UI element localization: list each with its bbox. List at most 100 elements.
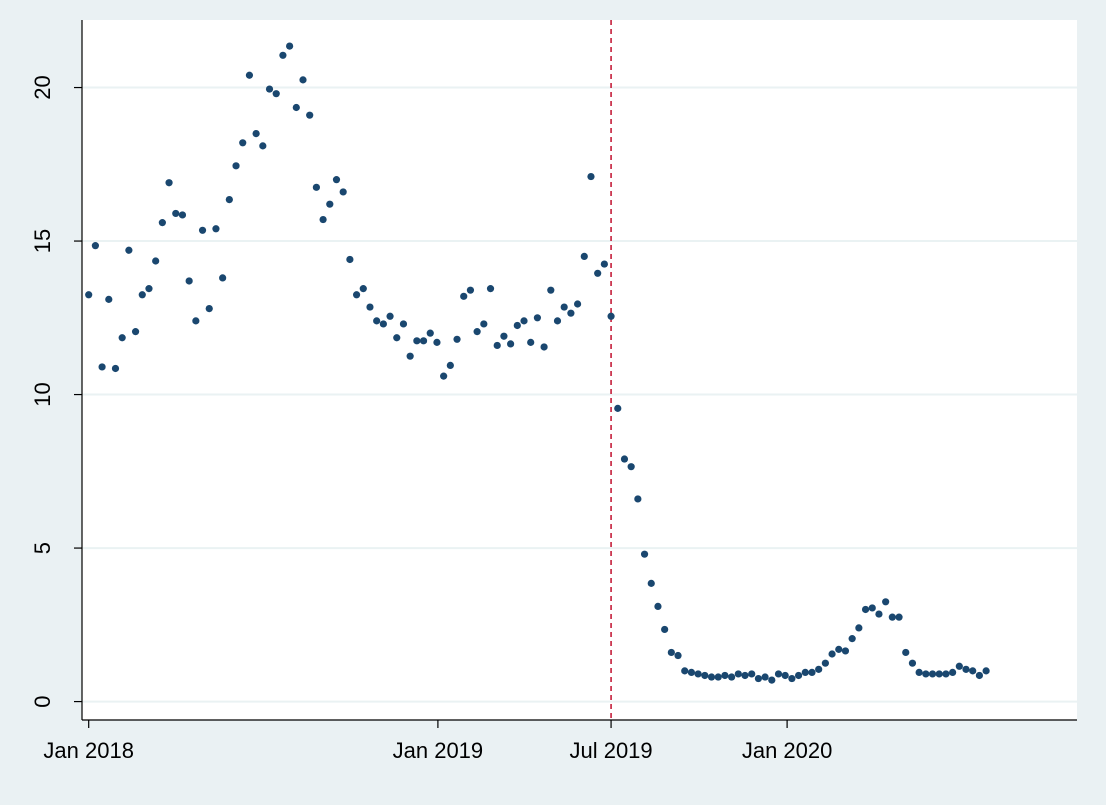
data-point	[406, 352, 414, 360]
data-point	[647, 579, 655, 587]
data-point	[212, 225, 220, 233]
data-point	[319, 215, 327, 224]
y-tick-label: 20	[30, 75, 55, 99]
data-point	[573, 300, 582, 308]
x-axis-ticks: Jan 2018 Jan 2019 Jul 2019 Jan 2020	[43, 720, 832, 763]
x-tick-label: Jan 2018	[43, 738, 134, 763]
data-point	[815, 665, 823, 673]
data-point	[386, 312, 394, 320]
data-point	[741, 671, 749, 680]
data-point	[908, 659, 917, 667]
axes	[81, 20, 1077, 721]
data-point	[366, 303, 374, 311]
data-point	[507, 340, 515, 348]
data-point	[373, 317, 381, 325]
data-point	[359, 285, 367, 293]
data-point	[928, 670, 937, 678]
data-point	[955, 662, 963, 670]
data-point	[219, 274, 227, 282]
data-point	[533, 314, 542, 322]
data-point	[975, 671, 984, 680]
data-point	[513, 321, 521, 330]
data-point	[272, 90, 280, 98]
data-point	[594, 269, 602, 277]
data-point	[346, 255, 354, 264]
data-point	[306, 111, 314, 119]
data-point	[694, 670, 702, 678]
data-point	[125, 246, 133, 254]
data-point	[949, 668, 957, 677]
y-tick-label: 5	[30, 542, 55, 554]
data-point	[486, 285, 495, 293]
data-point	[828, 650, 836, 658]
data-point	[185, 277, 193, 285]
data-point	[379, 320, 387, 328]
data-point	[754, 674, 763, 683]
data-point	[982, 667, 990, 675]
data-point	[614, 404, 622, 412]
data-point	[332, 176, 341, 184]
data-point	[875, 610, 883, 618]
data-point	[239, 139, 247, 147]
y-tick-label: 0	[30, 695, 55, 707]
data-point	[707, 673, 716, 681]
data-point	[433, 338, 441, 346]
data-point	[714, 673, 722, 681]
data-point	[922, 670, 930, 678]
data-point	[225, 196, 233, 204]
data-point	[286, 42, 294, 50]
data-point	[835, 645, 843, 653]
data-point	[701, 671, 709, 680]
data-point	[728, 673, 736, 681]
data-point	[85, 291, 93, 299]
x-tick-label: Jul 2019	[569, 738, 652, 763]
data-point	[118, 334, 126, 342]
data-point	[172, 209, 180, 218]
data-point	[460, 292, 468, 300]
x-tick-label: Jan 2020	[742, 738, 833, 763]
data-point	[794, 671, 803, 680]
data-point	[473, 328, 481, 336]
data-point	[299, 76, 307, 84]
data-point	[774, 670, 783, 678]
data-point	[352, 291, 361, 299]
data-point	[587, 172, 595, 181]
data-point	[493, 341, 501, 350]
data-point	[540, 343, 548, 351]
data-point	[667, 648, 675, 657]
data-point	[600, 260, 608, 268]
data-point	[748, 670, 756, 678]
data-point	[252, 129, 260, 138]
data-point	[440, 372, 448, 380]
data-point	[567, 309, 575, 317]
data-point	[111, 364, 120, 373]
y-tick-label: 10	[30, 382, 55, 406]
data-point	[152, 257, 160, 265]
x-tick-label: Jan 2019	[393, 738, 484, 763]
data-point	[279, 51, 287, 59]
data-point	[446, 361, 454, 369]
data-point	[198, 226, 207, 234]
data-point	[105, 295, 113, 303]
data-point	[178, 211, 187, 219]
data-point	[500, 332, 508, 340]
data-point	[935, 670, 943, 678]
data-point	[527, 338, 535, 346]
data-point	[413, 337, 421, 345]
data-point	[902, 648, 910, 657]
data-point	[721, 671, 729, 680]
data-point	[91, 242, 99, 250]
data-point	[855, 624, 863, 632]
data-point	[841, 647, 850, 655]
data-point	[553, 317, 562, 325]
data-point	[145, 285, 153, 293]
data-point	[868, 604, 876, 612]
data-point	[326, 200, 334, 208]
data-point	[634, 495, 642, 503]
plot-area	[82, 20, 1077, 720]
data-point	[547, 286, 555, 294]
data-point	[681, 667, 689, 675]
data-point	[466, 286, 475, 294]
data-point	[192, 317, 200, 325]
